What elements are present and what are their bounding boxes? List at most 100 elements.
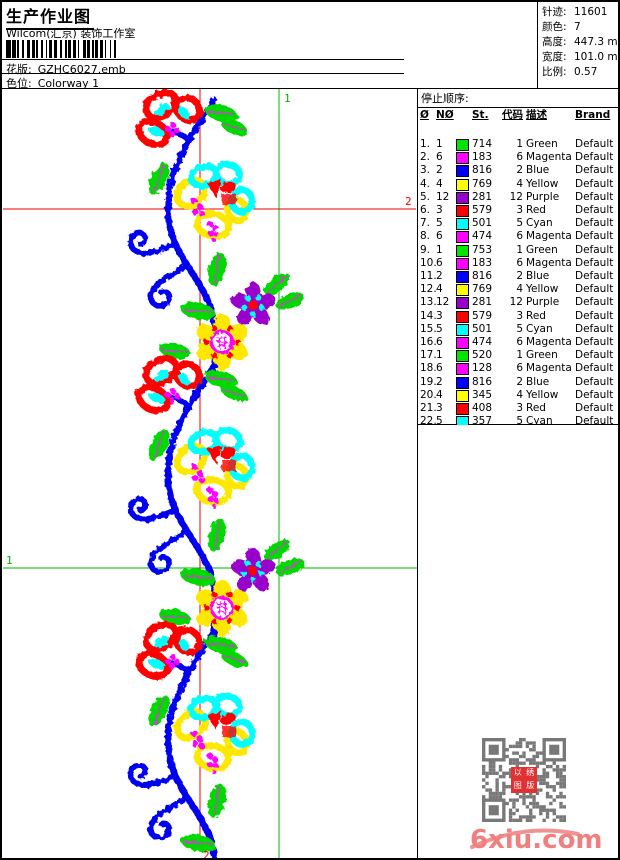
stat-label: 针迹:: [542, 6, 567, 18]
table-cell-seq: 6.: [420, 204, 431, 217]
table-cell-desc: Red: [526, 204, 546, 217]
table-cell-desc: Magenta: [526, 230, 572, 243]
stop-sequence-table: ØNØSt.代码描述Brand元素1.17141GreenDefault2.61…: [418, 108, 618, 442]
table-cell-seq: 3.: [420, 164, 431, 177]
pattern-row: 花版: GZHC6027.emb: [6, 61, 126, 77]
table-cell-st: 816: [472, 164, 493, 177]
table-cell-st: 579: [472, 309, 493, 322]
studio-name: Wilcom(汇京) 装饰工作室: [6, 27, 136, 40]
color-swatch: [456, 178, 472, 191]
color-swatch: [456, 337, 469, 350]
table-cell-st: 281: [472, 190, 493, 203]
table-cell-code: 4: [516, 283, 523, 296]
table-cell-code: 3: [516, 204, 523, 217]
color-swatch: [456, 191, 469, 204]
table-cell-needle: 4: [436, 388, 443, 401]
color-swatch: [456, 270, 472, 284]
table-cell-code: 3: [516, 402, 523, 415]
stat-value: 101.0 mm: [574, 51, 618, 63]
table-cell-st: 345: [472, 388, 493, 401]
table-cell-needle: 1: [436, 243, 443, 256]
table-cell-brand: Default: [575, 230, 614, 243]
table-cell-code: 2: [516, 164, 523, 177]
table-cell-seq: 5.: [420, 190, 431, 203]
table-cell-seq: 2.: [420, 151, 431, 164]
stat-label: 颜色:: [542, 21, 567, 33]
table-cell-desc: Green: [526, 349, 558, 362]
color-swatch: [456, 205, 469, 218]
qr-seal-char: 版: [526, 780, 535, 790]
color-swatch: [456, 376, 472, 389]
table-cell-desc: Magenta: [526, 151, 572, 164]
table-cell-brand: Default: [575, 204, 614, 217]
table-cell-code: 6: [516, 230, 523, 243]
table-cell-desc: Green: [526, 138, 558, 150]
column-header: Ø: [420, 109, 429, 121]
logo-text: 6xiu.com: [470, 825, 603, 855]
marker-start-top: 1: [284, 92, 291, 105]
table-cell-seq: 1.: [420, 138, 431, 150]
table-cell-needle: 2: [436, 164, 443, 177]
table-cell-seq: 22.: [420, 415, 437, 428]
table-cell-seq: 18.: [420, 362, 437, 375]
color-swatch: [456, 323, 469, 336]
color-swatch: [456, 218, 469, 231]
page-title: 生产作业图: [6, 3, 95, 30]
pattern-value: GZHC6027.emb: [37, 63, 126, 76]
barcode-icon: [6, 40, 144, 58]
qr-seal-stamp: 以绣图版: [511, 767, 537, 793]
table-cell-needle: 5: [436, 217, 443, 230]
table-cell-st: 183: [472, 256, 493, 269]
table-cell-brand: Default: [575, 322, 614, 335]
table-cell-needle: 1: [436, 138, 443, 150]
table-cell-st: 281: [472, 296, 493, 309]
table-cell-code: 1: [516, 138, 523, 150]
table-cell-desc: Cyan: [526, 415, 553, 428]
color-swatch: [456, 376, 469, 389]
table-cell-seq: 20.: [420, 388, 437, 401]
color-swatch: [456, 362, 472, 376]
color-swatch: [456, 389, 472, 402]
color-swatch: [456, 257, 472, 270]
table-cell-brand: Default: [575, 177, 614, 190]
pattern-label: 花版:: [6, 63, 32, 76]
table-cell-brand: Default: [575, 402, 614, 415]
color-swatch: [456, 257, 469, 270]
color-swatch: [456, 323, 472, 336]
colorway-row: 色位: Colorway 1: [6, 75, 99, 91]
color-swatch: [456, 297, 469, 310]
table-cell-seq: 7.: [420, 217, 431, 230]
table-cell-st: 128: [472, 362, 493, 375]
table-cell-needle: 3: [436, 402, 443, 415]
color-swatch: [456, 164, 472, 178]
marker-start-left: 1: [6, 554, 13, 567]
table-cell-st: 816: [472, 270, 493, 283]
stitch-art: [131, 89, 307, 858]
table-cell-needle: 12: [436, 296, 450, 309]
color-swatch: [456, 152, 469, 165]
table-cell-brand: Default: [575, 336, 614, 349]
table-cell-st: 769: [472, 283, 493, 296]
table-cell-seq: 10.: [420, 256, 437, 269]
table-cell-seq: 11.: [420, 270, 437, 283]
stat-value: 447.3 mm: [574, 36, 618, 48]
table-cell-desc: Red: [526, 309, 546, 322]
table-cell-brand: Default: [575, 270, 614, 283]
table-cell-desc: Yellow: [526, 388, 559, 401]
marker-end-right: 2: [405, 195, 412, 208]
color-swatch: [456, 389, 469, 402]
table-cell-needle: 6: [436, 230, 443, 243]
table-cell-desc: Yellow: [526, 283, 559, 296]
table-cell-st: 501: [472, 217, 493, 230]
table-cell-desc: Blue: [526, 375, 550, 388]
table-cell-seq: 19.: [420, 375, 437, 388]
table-cell-needle: 6: [436, 336, 443, 349]
table-cell-seq: 9.: [420, 243, 431, 256]
table-cell-desc: Yellow: [526, 177, 559, 190]
qr-panel: 以绣图版 6xiu.com: [417, 425, 618, 858]
table-cell-code: 5: [516, 415, 523, 428]
header-divider: [2, 59, 404, 60]
table-cell-seq: 16.: [420, 336, 437, 349]
table-cell-needle: 5: [436, 322, 443, 335]
